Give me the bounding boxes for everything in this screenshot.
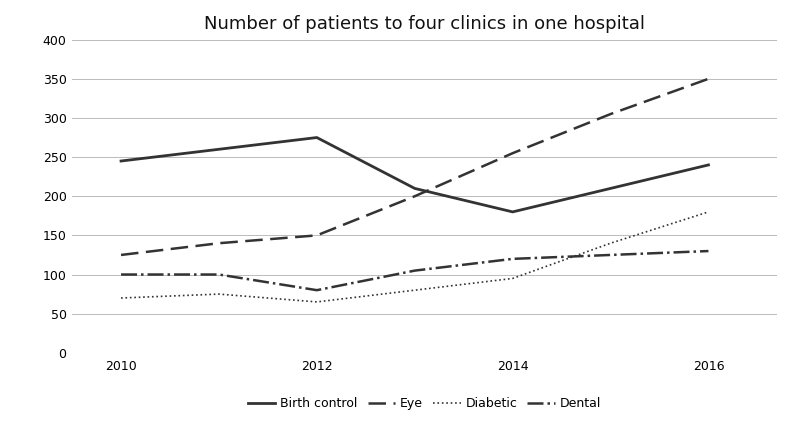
Legend: Birth control, Eye, Diabetic, Dental: Birth control, Eye, Diabetic, Dental [243,392,606,415]
Title: Number of patients to four clinics in one hospital: Number of patients to four clinics in on… [204,15,645,33]
